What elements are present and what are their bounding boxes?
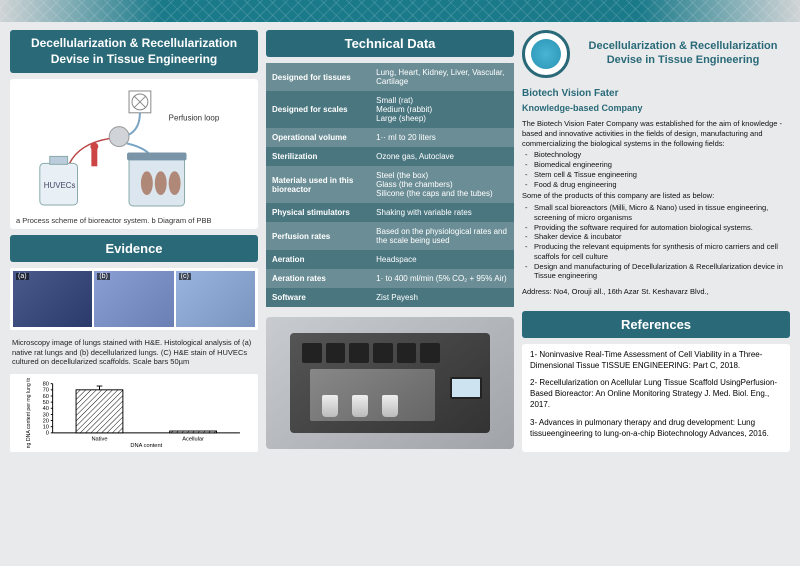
svg-text:40: 40 xyxy=(43,406,49,412)
table-row: AerationHeadspace xyxy=(266,250,514,269)
evidence-header: Evidence xyxy=(10,235,258,262)
microscopy-c: (c) xyxy=(176,271,255,327)
company-header: Decellularization & Recellularization De… xyxy=(522,30,790,78)
svg-text:20: 20 xyxy=(43,419,49,425)
perfusion-label: Perfusion loop xyxy=(169,114,220,123)
microscopy-a: (a) xyxy=(13,271,92,327)
company-description: The Biotech Vision Fater Company was est… xyxy=(522,119,790,297)
table-row: Designed for tissuesLung, Heart, Kidney,… xyxy=(266,63,514,91)
svg-text:ng DNA content per mg lung tis: ng DNA content per mg lung tissue xyxy=(26,378,32,448)
bioreactor-diagram: Perfusion loop HUVECs xyxy=(10,79,258,229)
table-row: SoftwareZist Payesh xyxy=(266,288,514,307)
references-list: 1- Noninvasive Real-Time Assessment of C… xyxy=(522,344,790,453)
svg-text:70: 70 xyxy=(43,388,49,394)
svg-text:80: 80 xyxy=(43,382,49,388)
references-header: References xyxy=(522,311,790,338)
technical-table: Designed for tissuesLung, Heart, Kidney,… xyxy=(266,63,514,307)
microscopy-b: (b) xyxy=(94,271,173,327)
svg-text:50: 50 xyxy=(43,400,49,406)
svg-text:60: 60 xyxy=(43,394,49,400)
microscopy-images: (a) (b) (c) xyxy=(10,268,258,330)
table-row: Materials used in this bioreactorSteel (… xyxy=(266,166,514,203)
middle-column: Technical Data Designed for tissuesLung,… xyxy=(266,30,514,452)
table-row: Designed for scalesSmall (rat) Medium (r… xyxy=(266,91,514,128)
svg-text:0: 0 xyxy=(46,431,49,437)
company-title: Decellularization & Recellularization De… xyxy=(576,40,790,68)
svg-text:Acellular: Acellular xyxy=(182,437,204,443)
poster-content: Decellularization & Recellularization De… xyxy=(0,22,800,460)
table-row: Aeration rates1· to 400 ml/min (5% CO₂ +… xyxy=(266,269,514,288)
diagram-caption: a Process scheme of bioreactor system. b… xyxy=(16,216,212,225)
company-logo xyxy=(522,30,570,78)
table-row: Physical stimulatorsShaking with variabl… xyxy=(266,203,514,222)
dna-banner xyxy=(0,0,800,22)
svg-text:30: 30 xyxy=(43,413,49,419)
svg-text:10: 10 xyxy=(43,425,49,431)
technical-header: Technical Data xyxy=(266,30,514,57)
table-row: Operational volume1·· ml to 20 liters xyxy=(266,128,514,147)
svg-text:Native: Native xyxy=(91,437,107,443)
device-render xyxy=(266,317,514,449)
dna-chart: 01020304050607080 Native Acellular ng DNA c… xyxy=(10,374,258,452)
svg-text:DNA content: DNA content xyxy=(130,443,162,448)
huvecs-label: HUVECs xyxy=(44,181,76,190)
evidence-caption: Microscopy image of lungs stained with H… xyxy=(10,336,258,368)
right-column: Decellularization & Recellularization De… xyxy=(522,30,790,452)
poster-title: Decellularization & Recellularization De… xyxy=(10,30,258,73)
company-name: Biotech Vision Fater Knowledge-based Com… xyxy=(522,84,790,113)
table-row: Perfusion ratesBased on the physiologica… xyxy=(266,222,514,250)
table-row: SterilizationOzone gas, Autoclave xyxy=(266,147,514,166)
left-column: Decellularization & Recellularization De… xyxy=(10,30,258,452)
